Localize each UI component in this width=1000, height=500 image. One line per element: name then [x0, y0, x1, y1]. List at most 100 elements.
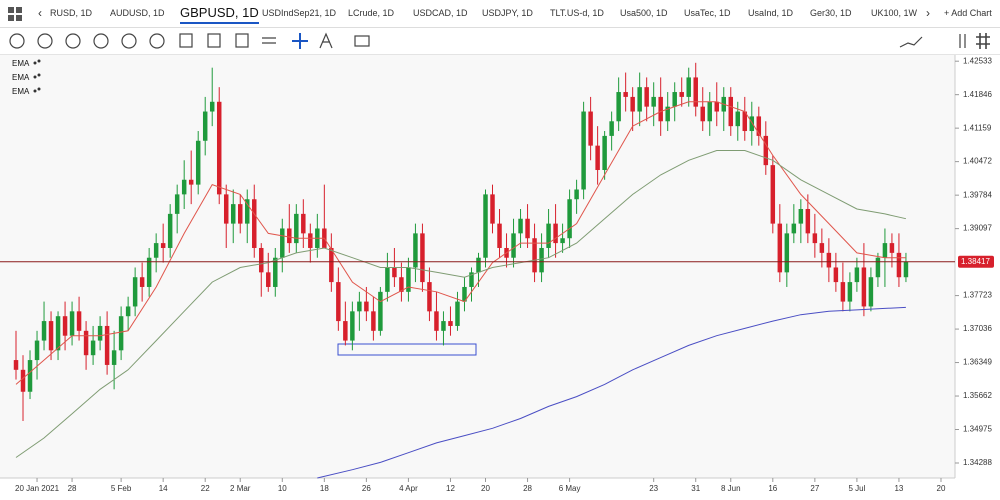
candle-body [76, 311, 82, 331]
chart-tab[interactable]: LCrude, 1D [348, 8, 395, 18]
chart-tab[interactable]: USDCAD, 1D [413, 8, 468, 18]
candle-body [784, 233, 790, 273]
legend-icon [37, 59, 41, 63]
candle-body [812, 233, 818, 244]
tool[interactable] [235, 33, 249, 48]
tool[interactable] [959, 34, 966, 48]
candle-body [847, 282, 853, 302]
ema-line [317, 306, 906, 479]
x-tick-label: 22 [201, 484, 210, 493]
legend-label: EMA [12, 73, 30, 82]
tool[interactable] [37, 33, 53, 49]
legend-label: EMA [12, 87, 30, 96]
candle-body [644, 87, 649, 107]
tool[interactable] [354, 35, 370, 47]
x-tick-label: 5 Feb [111, 484, 132, 493]
candle-body [665, 106, 670, 122]
candle-body [350, 311, 355, 341]
tool[interactable] [207, 33, 221, 48]
chart-tab[interactable]: RUSD, 1D [50, 8, 93, 18]
x-tick-label: 20 Jan 2021 [15, 484, 60, 493]
candle-body [903, 261, 909, 278]
tool[interactable] [149, 33, 165, 49]
candle-body [826, 252, 832, 268]
tool[interactable] [65, 33, 81, 49]
y-tick-label: 1.39784 [963, 190, 992, 199]
y-tick-label: 1.37036 [963, 324, 992, 333]
tool[interactable] [976, 33, 990, 49]
chart-tab[interactable]: USDJPY, 1D [482, 8, 533, 18]
tool[interactable] [179, 33, 193, 48]
tool[interactable] [319, 32, 333, 49]
add-chart[interactable]: + Add Chart [944, 8, 992, 18]
candle-body [581, 111, 586, 190]
ema-line [15, 101, 906, 385]
y-tick-label: 1.41846 [963, 90, 992, 99]
chart-tab[interactable]: UsaTec, 1D [684, 8, 731, 18]
candle-body [707, 101, 712, 122]
grid-menu[interactable] [8, 7, 22, 21]
candle-body [301, 213, 306, 234]
tool[interactable] [93, 33, 109, 49]
candle-body [55, 316, 61, 351]
chart-tab[interactable]: Usa500, 1D [620, 8, 668, 18]
tool[interactable] [9, 33, 25, 49]
candle-body [413, 233, 418, 268]
y-tick-label: 1.41159 [963, 123, 992, 132]
candle-body [441, 321, 446, 331]
candle-body [805, 208, 811, 234]
candle-body [336, 282, 341, 322]
candle-body [434, 311, 439, 331]
candle-body [595, 145, 600, 171]
candle-body [511, 233, 516, 258]
tab-prev[interactable]: ‹ [38, 6, 42, 20]
legend-icon [33, 75, 37, 79]
candle-body [609, 121, 614, 136]
candle-body [132, 277, 138, 307]
chart-tab[interactable]: USDIndSep21, 1D [262, 8, 337, 18]
candle-body [700, 106, 705, 122]
candle-body [280, 228, 285, 258]
x-tick-label: 5 Jul [848, 484, 865, 493]
chart-tab[interactable]: UK100, 1W [871, 8, 918, 18]
candle-body [83, 330, 89, 356]
candle-body [518, 218, 523, 234]
candle-body [139, 277, 145, 287]
candle-body [462, 286, 467, 302]
candle-body [188, 179, 194, 185]
chart-tab[interactable]: TLT.US-d, 1D [550, 8, 604, 18]
y-tick-label: 1.37723 [963, 291, 992, 300]
candle-body [539, 247, 544, 273]
candle-body [385, 267, 390, 292]
chart-tab[interactable]: GBPUSD, 1D [180, 5, 259, 24]
x-tick-label: 31 [691, 484, 700, 493]
candle-body [62, 316, 68, 336]
chart-tab[interactable]: UsaInd, 1D [748, 8, 794, 18]
tool[interactable] [292, 33, 308, 49]
chart-tab[interactable]: Ger30, 1D [810, 8, 852, 18]
candle-body [896, 252, 902, 278]
candle-body [97, 325, 103, 341]
candle-body [693, 77, 698, 107]
candle-body [308, 233, 313, 248]
chart-tab[interactable]: AUDUSD, 1D [110, 8, 165, 18]
x-tick-label: 28 [68, 484, 77, 493]
x-tick-label: 20 [937, 484, 946, 493]
tool[interactable] [121, 33, 137, 49]
candle-body [763, 135, 769, 166]
candle-body [48, 321, 54, 351]
candle-body [153, 243, 159, 258]
candle-body [728, 96, 734, 127]
candle-body [125, 306, 131, 317]
candle-body [574, 189, 579, 200]
y-tick-label: 1.34975 [963, 425, 992, 434]
tool[interactable] [262, 37, 276, 44]
legend-icon [33, 89, 37, 93]
tool[interactable] [899, 36, 923, 48]
x-tick-label: 8 Jun [721, 484, 741, 493]
y-tick-label: 1.42533 [963, 56, 992, 65]
candle-body [329, 247, 334, 283]
tab-next[interactable]: › [926, 6, 930, 20]
candle-body [840, 282, 846, 302]
